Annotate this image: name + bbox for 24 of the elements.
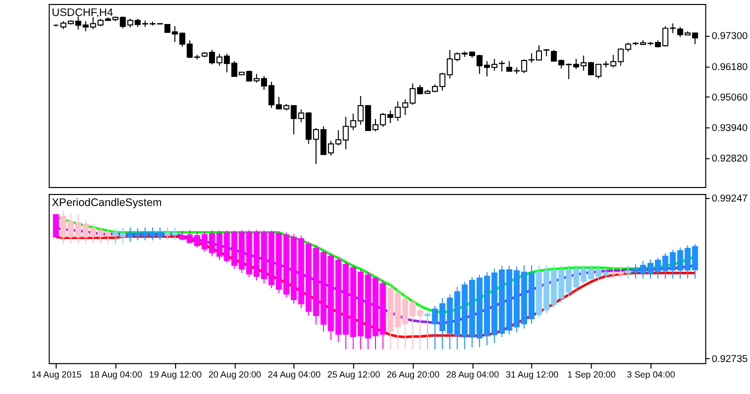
x-tick-label: 20 Aug 20:00 — [208, 370, 262, 380]
y-tick-label: 0.93940 — [712, 122, 748, 134]
x-tick-label: 3 Sep 04:00 — [626, 370, 676, 380]
x-tick-label: 25 Aug 12:00 — [327, 370, 380, 380]
x-tick-label: 1 Sep 20:00 — [567, 370, 616, 380]
candlestick — [625, 264, 632, 280]
x-tick-label: 31 Aug 12:00 — [506, 370, 558, 380]
y-tick-label: 0.99247 — [712, 193, 748, 204]
y-tick-label: 0.96180 — [712, 62, 748, 73]
y-tick-label: 0.95060 — [712, 92, 748, 104]
y-tick-label: 0.92735 — [712, 354, 748, 365]
chart-title: USDCHF,H4 — [52, 6, 114, 19]
x-tick-label: 14 Aug 2015 — [31, 370, 82, 380]
x-tick-label: 18 Aug 04:00 — [90, 370, 142, 380]
chart-title: XPeriodCandleSystem — [52, 196, 162, 209]
x-tick-label: 19 Aug 12:00 — [149, 370, 202, 380]
x-tick-label: 24 Aug 04:00 — [268, 370, 321, 380]
y-tick-label: 0.97300 — [712, 31, 748, 42]
candlestick — [424, 312, 431, 350]
candlestick — [498, 60, 505, 72]
x-tick-label: 28 Aug 04:00 — [446, 370, 499, 380]
candlestick — [52, 214, 59, 238]
y-tick-label: 0.92820 — [712, 154, 748, 165]
x-tick-label: 26 Aug 20:00 — [386, 370, 440, 380]
